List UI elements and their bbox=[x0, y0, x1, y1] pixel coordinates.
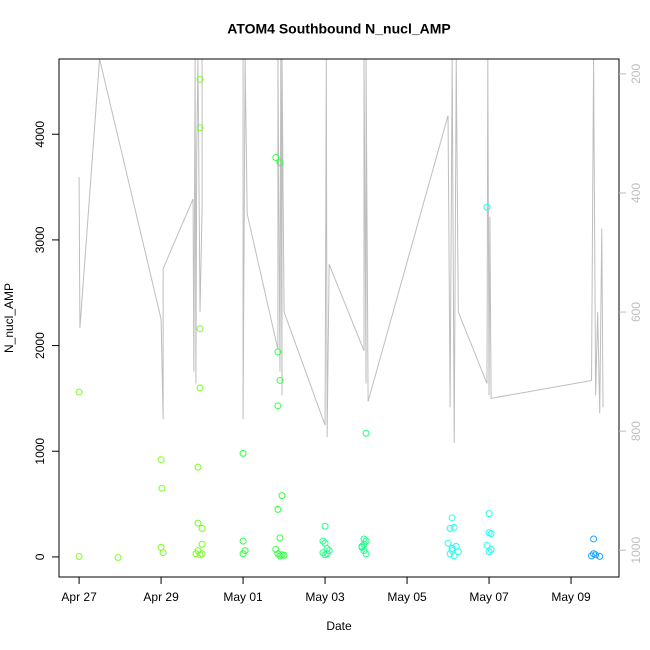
x-tick-label: May 03 bbox=[305, 590, 345, 604]
data-point bbox=[274, 348, 282, 356]
data-point bbox=[596, 552, 604, 560]
data-point bbox=[274, 402, 282, 410]
x-tick-label: May 05 bbox=[387, 590, 427, 604]
data-point bbox=[450, 523, 458, 531]
data-point bbox=[239, 537, 247, 545]
data-point bbox=[196, 325, 204, 333]
data-point bbox=[194, 463, 202, 471]
y2-tick-label: 800 bbox=[629, 421, 643, 441]
data-point bbox=[588, 552, 596, 560]
data-point bbox=[75, 552, 83, 560]
data-point bbox=[485, 548, 493, 556]
x-tick-label: May 01 bbox=[223, 590, 263, 604]
data-point bbox=[159, 549, 167, 557]
y-tick-label: 0 bbox=[33, 553, 47, 560]
y2-tick-label: 400 bbox=[629, 183, 643, 203]
y-tick-label: 3000 bbox=[33, 226, 47, 253]
x-tick-label: May 09 bbox=[551, 590, 591, 604]
x-axis-label: Date bbox=[326, 619, 352, 633]
data-point bbox=[276, 534, 284, 542]
data-point bbox=[590, 535, 598, 543]
data-point bbox=[444, 539, 452, 547]
data-point bbox=[446, 524, 454, 532]
x-tick-label: May 07 bbox=[469, 590, 509, 604]
y-tick-label: 1000 bbox=[33, 438, 47, 465]
data-point bbox=[362, 429, 370, 437]
data-point bbox=[198, 524, 206, 532]
y2-tick-label: 600 bbox=[629, 302, 643, 322]
data-point bbox=[448, 547, 456, 555]
data-point bbox=[272, 546, 280, 554]
x-tick-label: Apr 27 bbox=[61, 590, 97, 604]
data-point bbox=[483, 203, 491, 211]
data-point bbox=[483, 541, 491, 549]
data-line bbox=[78, 59, 604, 444]
data-point bbox=[280, 551, 288, 559]
data-point bbox=[487, 530, 495, 538]
data-point bbox=[274, 550, 282, 558]
data-point bbox=[75, 388, 83, 396]
data-point bbox=[590, 550, 598, 558]
data-point bbox=[276, 159, 284, 167]
data-point bbox=[319, 537, 327, 545]
data-point bbox=[323, 544, 331, 552]
x-tick-label: Apr 29 bbox=[143, 590, 179, 604]
data-point bbox=[358, 542, 366, 550]
data-point bbox=[198, 540, 206, 548]
data-point bbox=[194, 519, 202, 527]
data-point bbox=[196, 384, 204, 392]
data-point bbox=[278, 492, 286, 500]
plot-frame bbox=[58, 58, 620, 578]
data-point bbox=[360, 535, 368, 543]
y2-tick-label: 200 bbox=[629, 64, 643, 84]
data-point bbox=[196, 124, 204, 132]
data-point bbox=[487, 546, 495, 554]
data-point bbox=[274, 505, 282, 513]
data-point bbox=[485, 510, 493, 518]
data-point bbox=[362, 550, 370, 558]
data-point bbox=[321, 522, 329, 530]
data-point bbox=[198, 550, 206, 558]
y-axis-label: N_nucl_AMP bbox=[2, 283, 16, 353]
y2-tick-label: 1000 bbox=[629, 537, 643, 564]
data-point bbox=[448, 514, 456, 522]
data-point bbox=[158, 484, 166, 492]
data-point bbox=[272, 153, 280, 161]
data-point bbox=[276, 376, 284, 384]
data-point bbox=[319, 549, 327, 557]
plot-area bbox=[75, 59, 604, 561]
data-point bbox=[239, 550, 247, 558]
data-point bbox=[114, 553, 122, 561]
data-point bbox=[239, 449, 247, 457]
chart-title: ATOM4 Southbound N_nucl_AMP bbox=[227, 21, 450, 37]
y-tick-label: 4000 bbox=[33, 121, 47, 148]
y-tick-label: 2000 bbox=[33, 332, 47, 359]
data-point bbox=[196, 75, 204, 83]
data-point bbox=[323, 550, 331, 558]
data-point bbox=[157, 456, 165, 464]
